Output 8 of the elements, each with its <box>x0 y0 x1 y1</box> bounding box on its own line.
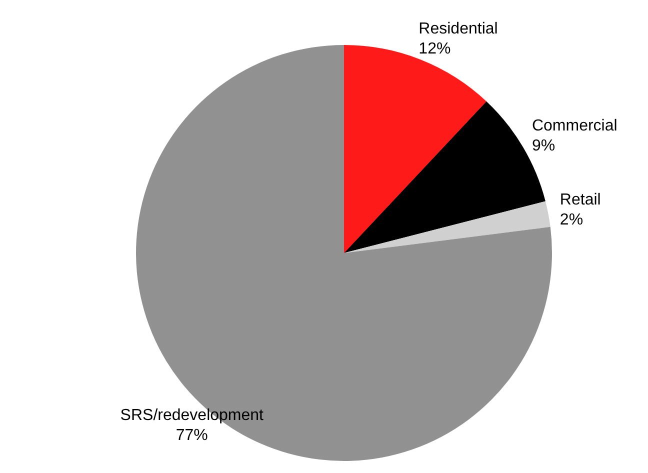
data-label: 2% <box>560 211 584 228</box>
slice-label: Residential <box>418 20 498 38</box>
slice-label: Retail <box>560 191 601 208</box>
slice-label: SRS/redevelopment <box>120 406 264 424</box>
slice-label: Commercial <box>532 117 618 134</box>
data-label: 77% <box>176 426 208 444</box>
data-label: 12% <box>418 40 451 58</box>
data-label: 9% <box>532 137 556 154</box>
